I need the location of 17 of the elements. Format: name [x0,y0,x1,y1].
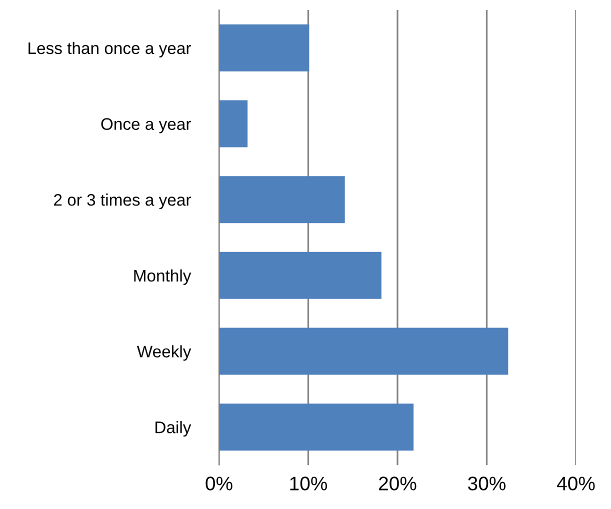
bar [219,24,310,72]
y-tick-label: 2 or 3 times a year [54,194,191,210]
x-tick-label: 10% [290,476,328,490]
bar [219,252,382,299]
bar [219,404,414,451]
x-tick-label: 40% [556,476,595,490]
x-tick-label: 0% [206,476,232,490]
bar [219,176,345,224]
bar [219,100,248,148]
y-tick-label: Once a year [101,118,191,134]
x-tick-label: 30% [468,476,506,490]
y-tick-label: Less than once a year [28,42,191,58]
x-tick-label: 20% [379,476,416,490]
y-tick-label: Weekly [136,345,192,361]
y-tick-label: Monthly [134,269,192,285]
bar [219,328,508,375]
y-tick-label: Daily [156,421,192,437]
